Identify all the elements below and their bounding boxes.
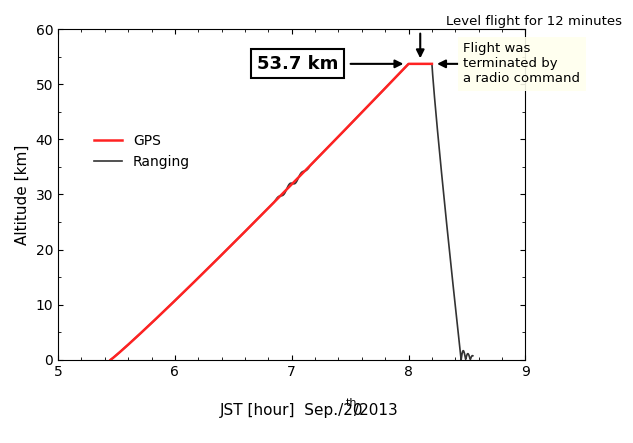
Text: /2013: /2013 <box>354 403 398 418</box>
GPS <box>382 85 389 90</box>
GPS <box>350 118 358 124</box>
Ranging <box>463 351 471 357</box>
Ranging <box>469 353 477 358</box>
Y-axis label: Altitude [km]: Altitude [km] <box>15 144 30 245</box>
Legend: GPS, Ranging: GPS, Ranging <box>89 128 196 175</box>
Text: Level flight for 12 minutes: Level flight for 12 minutes <box>446 15 622 28</box>
Line: GPS: GPS <box>111 64 432 360</box>
Text: 53.7 km: 53.7 km <box>257 55 338 73</box>
GPS <box>428 61 436 66</box>
GPS <box>315 154 323 159</box>
GPS <box>203 266 211 272</box>
GPS <box>390 77 398 82</box>
GPS <box>392 75 399 80</box>
GPS <box>404 61 412 66</box>
Ranging <box>426 61 434 66</box>
Ranging <box>182 288 189 293</box>
Ranging <box>359 109 367 114</box>
Text: Flight was
terminated by
a radio command: Flight was terminated by a radio command <box>463 43 580 85</box>
Ranging <box>107 357 115 362</box>
Text: JST [hour]  Sep./20: JST [hour] Sep./20 <box>220 403 363 418</box>
GPS <box>107 357 115 362</box>
Ranging <box>404 61 412 66</box>
Text: th: th <box>346 398 357 408</box>
Ranging <box>156 312 164 317</box>
Ranging <box>467 355 475 360</box>
Line: Ranging: Ranging <box>111 64 473 360</box>
